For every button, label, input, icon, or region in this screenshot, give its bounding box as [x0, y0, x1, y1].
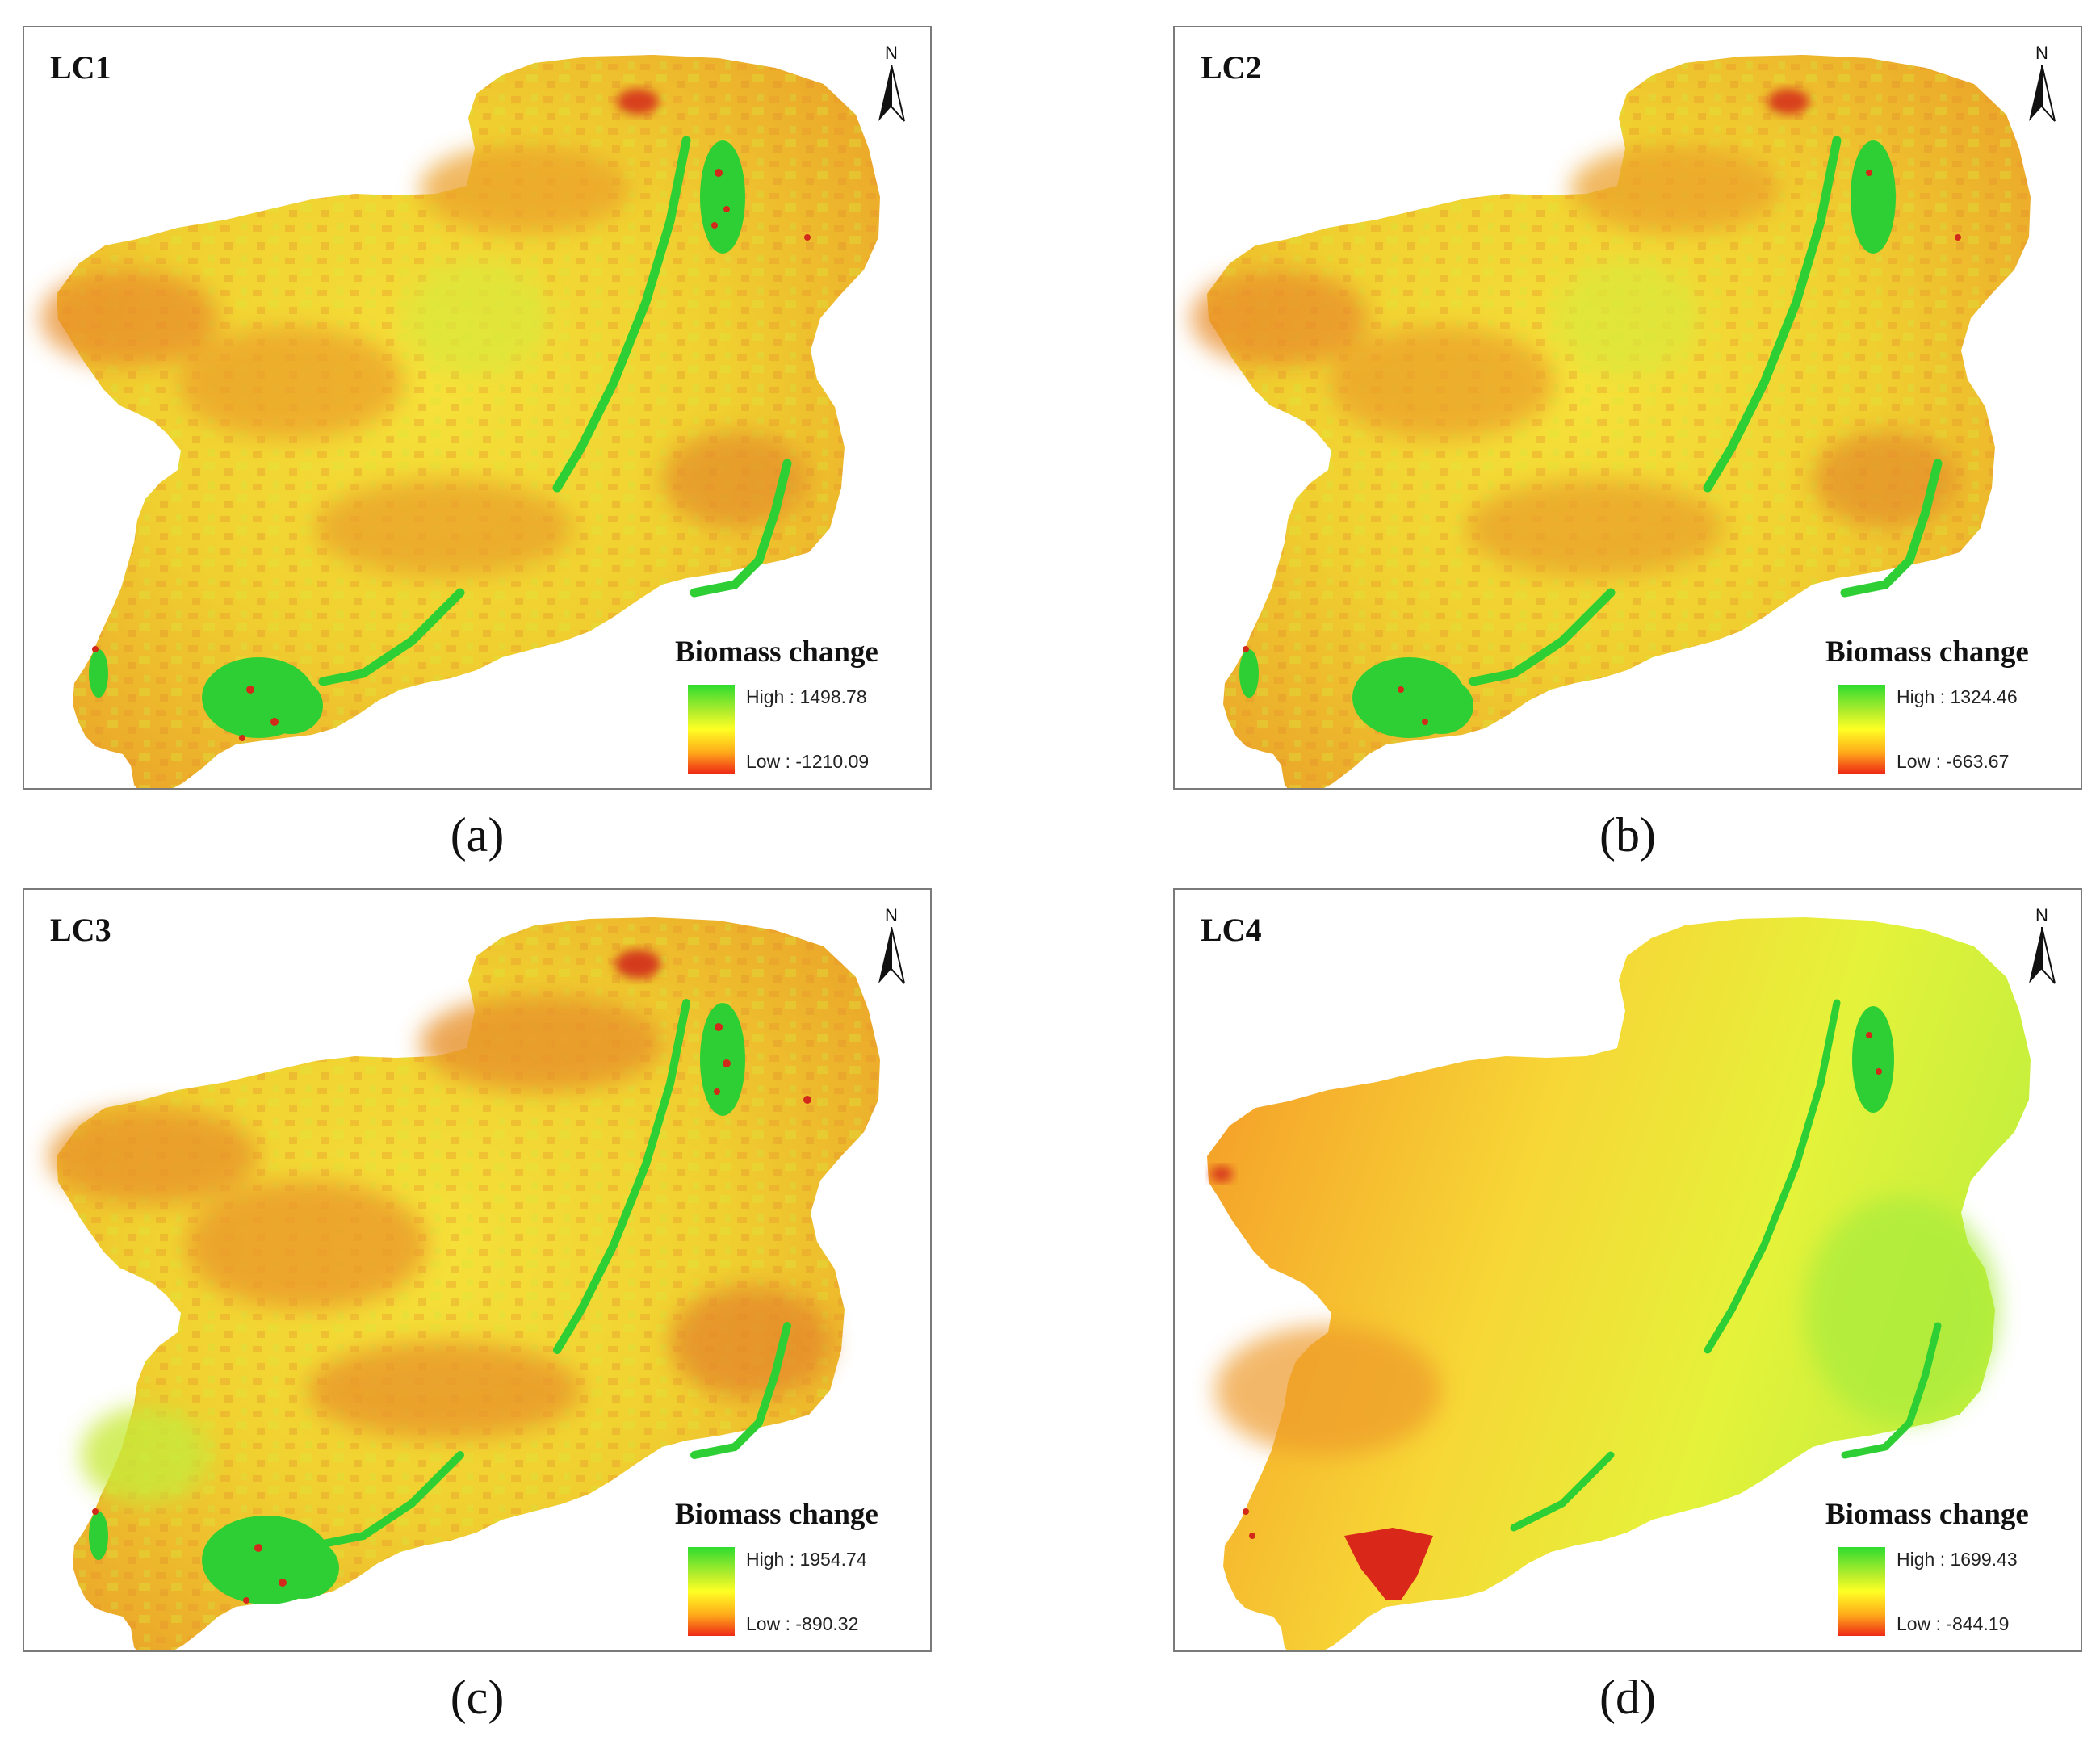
map-panel-lc4: LC4 N Biomass change High : 1699.43 Low …: [1173, 888, 2082, 1652]
panel-caption-c: (c): [450, 1671, 505, 1724]
north-arrow: N: [2022, 906, 2061, 995]
legend: Biomass change High : 1699.43 Low : -844…: [1825, 1497, 2068, 1642]
legend: Biomass change High : 1498.78 Low : -121…: [675, 635, 917, 780]
scenario-label: LC2: [1201, 49, 1262, 86]
scenario-label: LC3: [50, 912, 111, 948]
legend-low-label: Low : -890.32: [746, 1613, 859, 1634]
vegetation-patches-lc1: [89, 140, 745, 738]
legend-low-label: Low : -1210.09: [746, 751, 870, 772]
riparian-zone-lc1: [318, 136, 792, 686]
legend-title: Biomass change: [1825, 1498, 2029, 1531]
color-ramp: [1838, 1547, 1885, 1636]
color-ramp: [1838, 685, 1885, 774]
north-arrow: N: [872, 44, 911, 132]
vegetation-patches-lc4: [1852, 1006, 1894, 1113]
color-ramp: [688, 685, 735, 774]
map-panel-lc2: LC2 N Biomass change High : 1324.46 Low …: [1173, 26, 2082, 790]
north-label: N: [2035, 43, 2048, 63]
legend-low-label: Low : -663.67: [1897, 751, 2010, 772]
panel-caption-b: (b): [1599, 808, 1656, 862]
legend-high-label: High : 1699.43: [1897, 1549, 2018, 1570]
legend-title: Biomass change: [1825, 635, 2029, 669]
north-label: N: [2035, 905, 2048, 925]
legend-low-label: Low : -844.19: [1897, 1613, 2010, 1634]
map-panel-lc1: LC1 N Biomass change High : 1498.78 Low …: [23, 26, 932, 790]
riparian-zone-lc2: [1469, 136, 1943, 686]
map-panel-lc3: LC3 N Biomass change High : 1954.74 Low …: [23, 888, 932, 1652]
north-arrow: N: [2022, 44, 2061, 132]
legend: Biomass change High : 1324.46 Low : -663…: [1825, 635, 2068, 780]
riparian-zone-lc3: [319, 999, 791, 1548]
north-arrow: N: [872, 906, 911, 995]
north-arrow-icon: [2029, 927, 2056, 984]
biomass-map-lc2: [1191, 55, 2031, 788]
scenario-label: LC4: [1201, 912, 1262, 948]
panel-caption-a: (a): [450, 808, 505, 862]
panel-caption-d: (d): [1599, 1671, 1656, 1724]
legend-high-label: High : 1324.46: [1897, 686, 2018, 707]
legend: Biomass change High : 1954.74 Low : -890…: [675, 1497, 917, 1642]
north-arrow-icon: [878, 65, 905, 122]
legend-title: Biomass change: [675, 1498, 878, 1531]
north-label: N: [885, 905, 898, 925]
north-label: N: [885, 43, 898, 63]
scenario-label: LC1: [50, 49, 111, 86]
legend-title: Biomass change: [675, 635, 878, 669]
legend-high-label: High : 1498.78: [746, 686, 867, 707]
biomass-map-lc4: [1207, 917, 2031, 1650]
riparian-zone-lc4: [1510, 999, 1942, 1532]
color-ramp: [688, 1547, 735, 1636]
red-decline-patch-lc4: [1344, 1528, 1433, 1600]
legend-high-label: High : 1954.74: [746, 1549, 867, 1570]
biomass-map-lc3: [48, 917, 880, 1650]
north-arrow-icon: [2029, 65, 2056, 122]
biomass-map-lc1: [40, 55, 880, 788]
north-arrow-icon: [878, 927, 905, 984]
